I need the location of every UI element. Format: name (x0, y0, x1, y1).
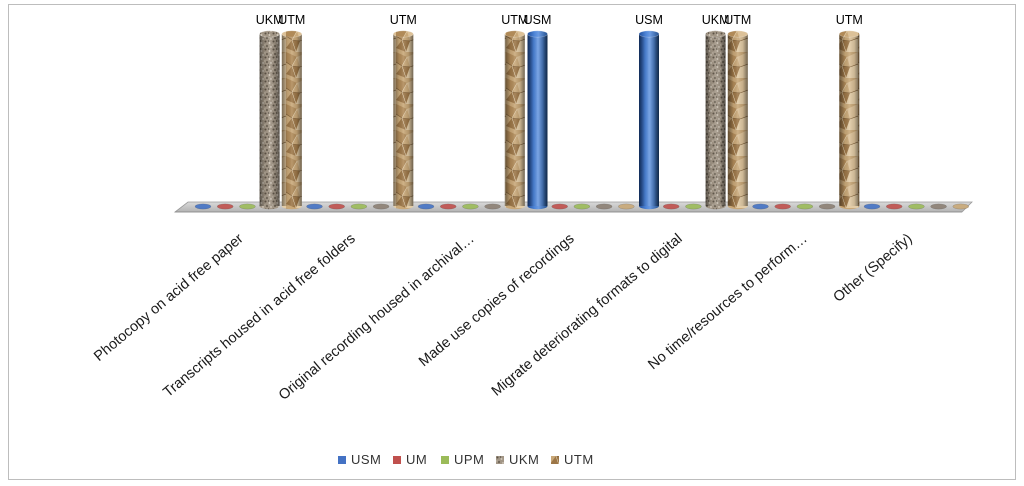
legend-item-usm: USM (338, 452, 381, 467)
bar-usm-5 (752, 203, 769, 210)
data-label: UTM (278, 13, 305, 27)
bar-upm-6 (908, 203, 925, 210)
legend-label: UPM (454, 452, 484, 467)
category-axis: Photocopy on acid free paperTranscripts … (91, 231, 915, 404)
bar-um-1 (328, 203, 345, 210)
bar-usm-4 (638, 30, 660, 210)
bar-utm-0 (281, 30, 303, 210)
bar-ukm-0 (259, 30, 280, 210)
bar-upm-3 (573, 203, 591, 210)
bar-usm-2 (417, 203, 435, 210)
bar-usm-6 (863, 203, 881, 210)
bar-utm-1 (392, 30, 414, 210)
category-label: Other (Specify) (831, 231, 916, 306)
bar-um-2 (439, 203, 457, 210)
legend-label: UTM (564, 452, 594, 467)
data-label: UTM (390, 13, 417, 27)
bar-upm-4 (685, 203, 702, 210)
data-label: USM (635, 13, 663, 27)
bar-ukm-4 (705, 30, 726, 210)
bar-utm-5 (838, 30, 860, 210)
legend: USM UM UPM UKM UTM (338, 452, 594, 467)
category-label: Transcripts housed in acid free folders (160, 231, 358, 401)
legend-swatch (441, 456, 449, 464)
category-label: Migrate deteriorating formats to digital (489, 231, 686, 400)
legend-item-upm: UPM (441, 452, 484, 467)
bar-usm-3 (527, 30, 548, 210)
legend-swatch (393, 456, 401, 464)
data-label: UTM (501, 13, 528, 27)
data-label: UKM (256, 13, 284, 27)
bar-upm-2 (462, 203, 479, 210)
bar-um-6 (885, 203, 903, 210)
bar-utm-6 (952, 203, 970, 210)
data-label: UTM (836, 13, 863, 27)
legend-label: USM (351, 452, 381, 467)
bar-usm-0 (194, 203, 212, 210)
bar-ukm-5 (818, 203, 836, 210)
bar-usm-1 (306, 203, 323, 210)
legend-label: UKM (509, 452, 539, 467)
data-label: USM (524, 13, 552, 27)
data-label: UTM (724, 13, 751, 27)
bar-utm-2 (504, 30, 526, 210)
legend-label: UM (406, 452, 427, 467)
legend-swatch (496, 456, 504, 464)
bars-group (194, 30, 970, 210)
bar-utm-3 (618, 203, 635, 210)
bar-um-4 (662, 203, 680, 210)
bar-utm-4 (727, 30, 749, 210)
bar-ukm-2 (484, 203, 501, 210)
legend-item-um: UM (393, 452, 427, 467)
category-label: Original recording housed in archival… (276, 231, 478, 404)
data-label: UKM (702, 13, 730, 27)
bar-upm-0 (239, 203, 256, 210)
bar-ukm-3 (595, 203, 613, 210)
bar-um-5 (774, 203, 791, 210)
legend-swatch (338, 456, 346, 464)
bar-um-0 (216, 203, 234, 210)
bar-upm-1 (350, 203, 368, 210)
legend-item-ukm: UKM (496, 452, 539, 467)
bar-um-3 (551, 203, 568, 210)
legend-swatch (551, 456, 559, 464)
bar-ukm-1 (372, 203, 390, 210)
bar-upm-5 (796, 203, 814, 210)
bar-ukm-6 (930, 203, 947, 210)
legend-item-utm: UTM (551, 452, 594, 467)
